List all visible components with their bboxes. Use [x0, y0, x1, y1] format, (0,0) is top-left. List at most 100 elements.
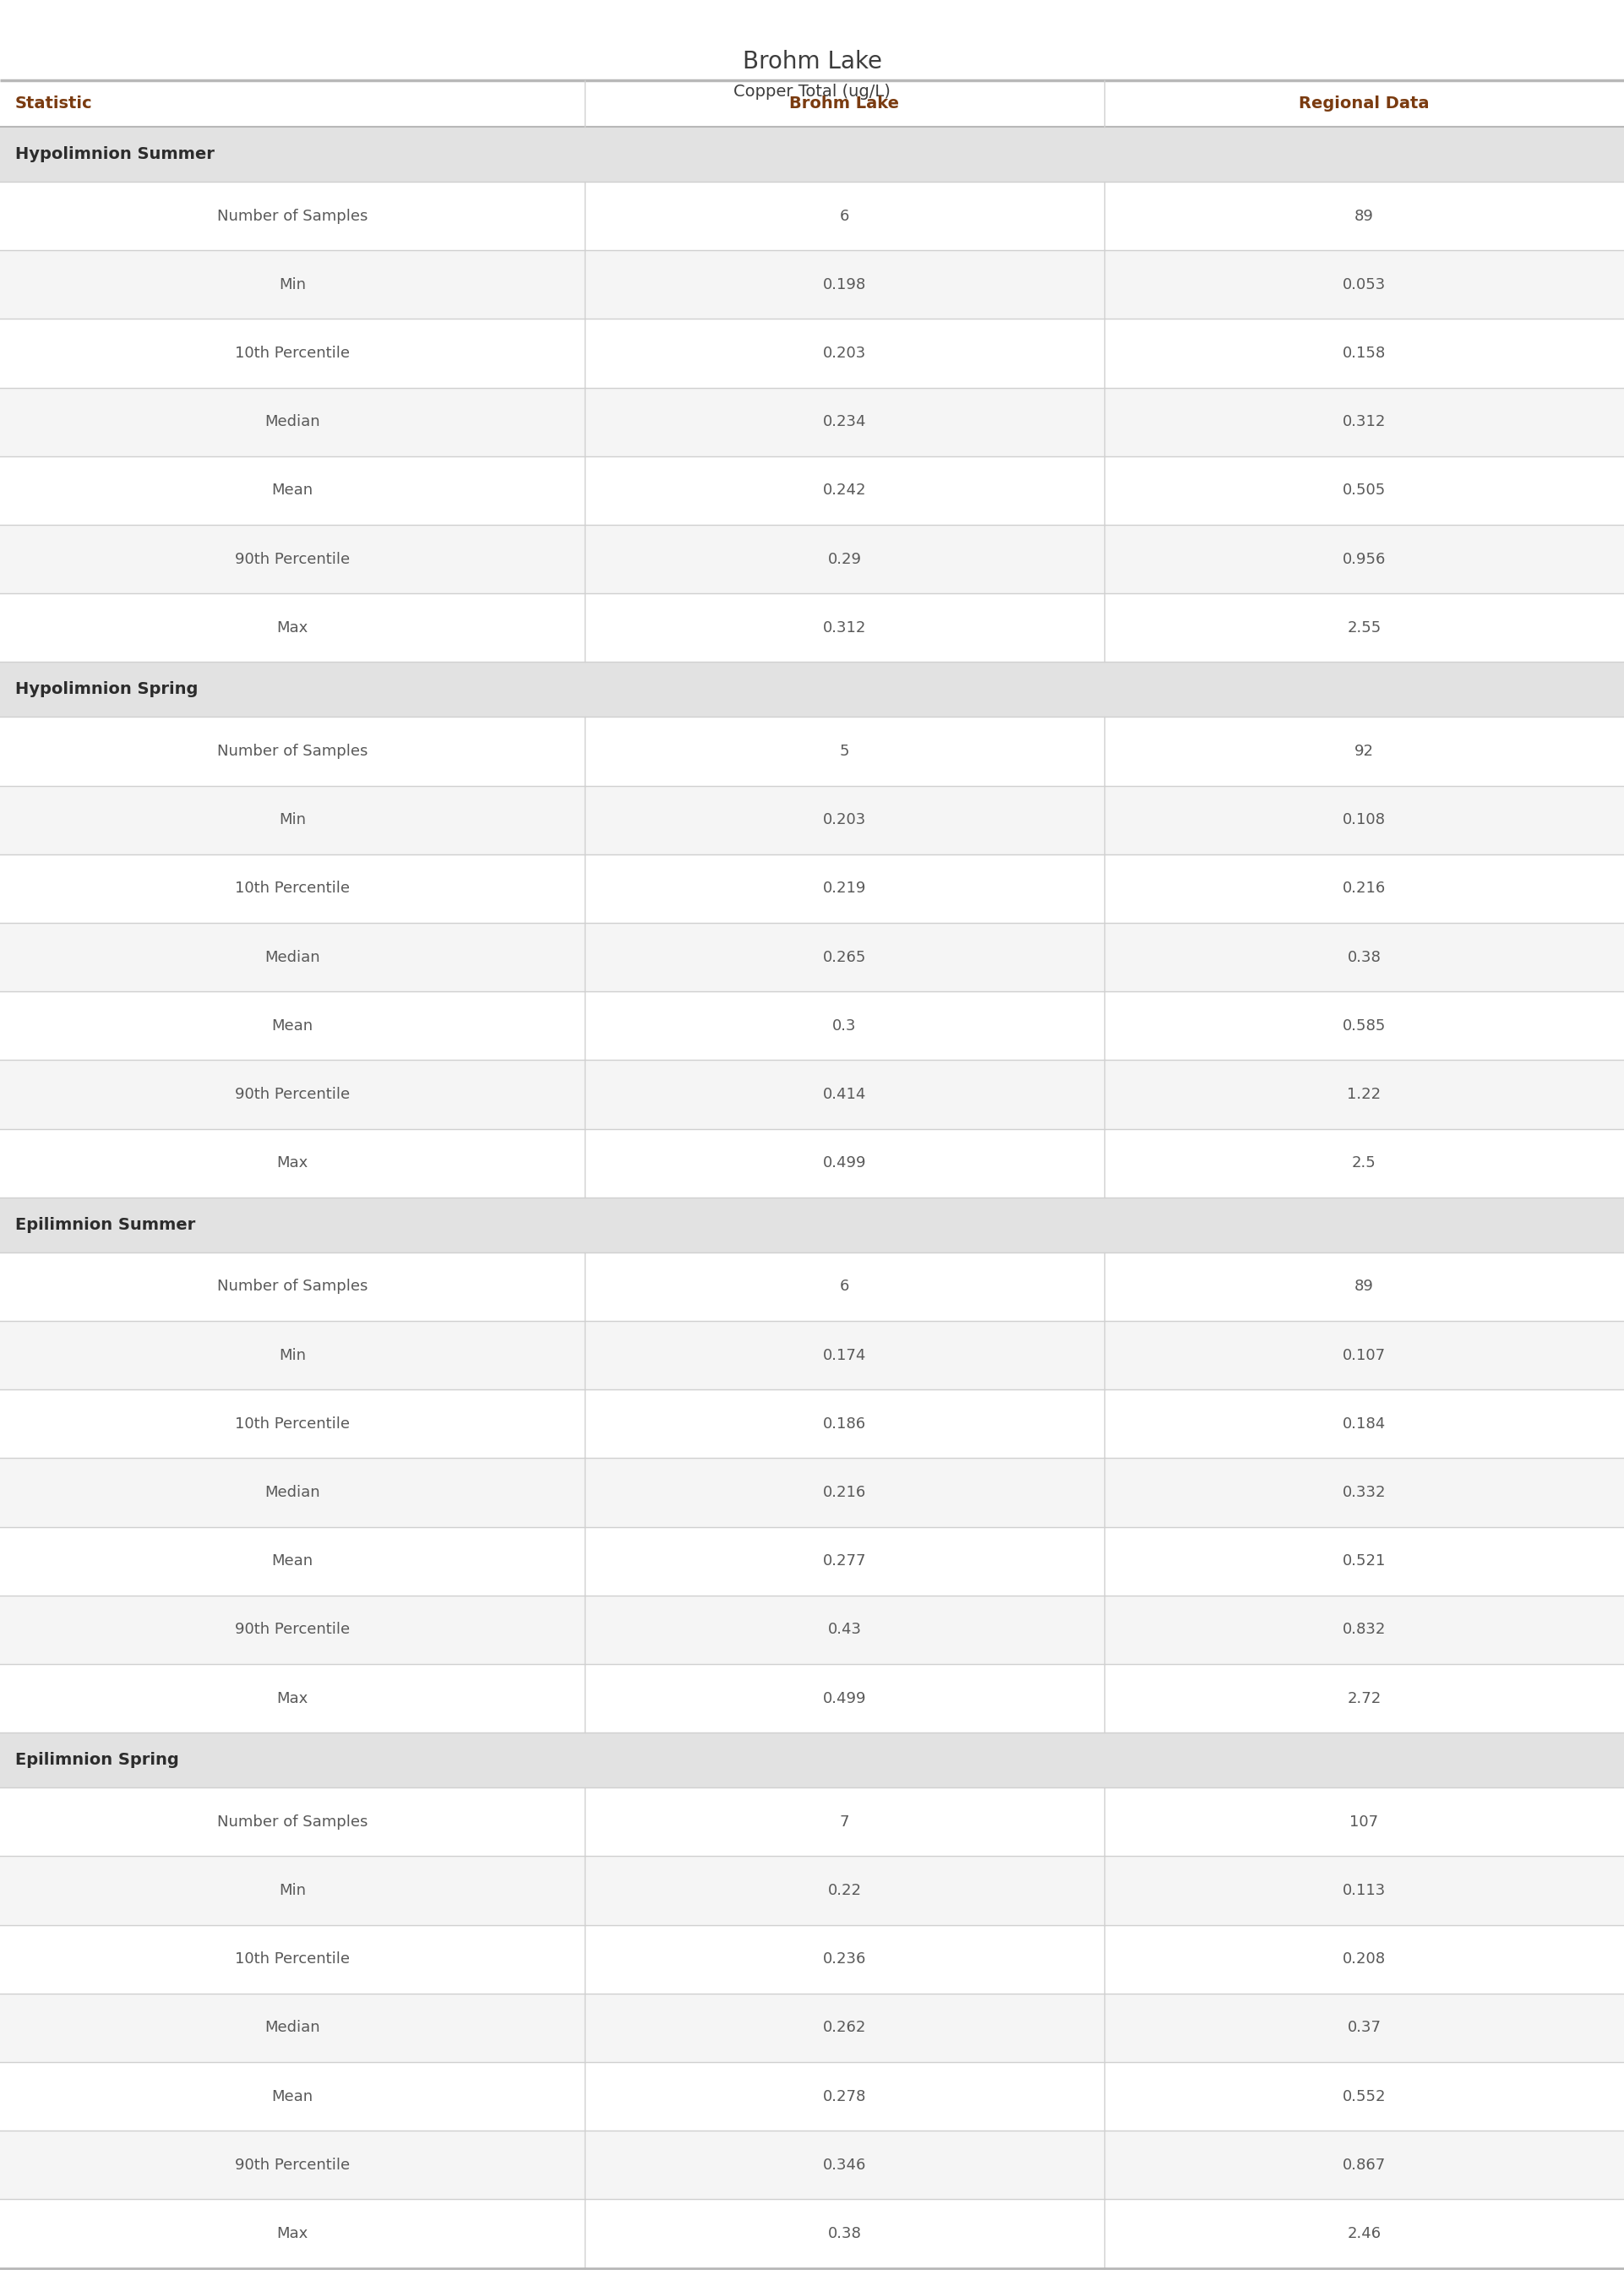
Bar: [0, 250, 1624, 320]
Text: 5: 5: [840, 745, 849, 758]
Bar: [0, 388, 1624, 456]
Text: 0.956: 0.956: [1343, 552, 1385, 568]
Text: 10th Percentile: 10th Percentile: [235, 1416, 349, 1432]
Text: 0.186: 0.186: [823, 1416, 866, 1432]
Text: Max: Max: [276, 1691, 309, 1705]
Text: Mean: Mean: [271, 1019, 313, 1033]
Bar: [0, 663, 1624, 717]
Text: Statistic: Statistic: [15, 95, 93, 111]
Text: Epilimnion Summer: Epilimnion Summer: [15, 1217, 195, 1233]
Text: 10th Percentile: 10th Percentile: [235, 881, 349, 897]
Text: Regional Data: Regional Data: [1299, 95, 1429, 111]
Text: Number of Samples: Number of Samples: [218, 209, 367, 225]
Text: 0.265: 0.265: [823, 949, 866, 965]
Bar: [0, 524, 1624, 592]
Bar: [0, 1321, 1624, 1389]
Text: 0.43: 0.43: [828, 1623, 861, 1637]
Text: 89: 89: [1354, 1278, 1374, 1294]
Text: 92: 92: [1354, 745, 1374, 758]
Text: Number of Samples: Number of Samples: [218, 745, 367, 758]
Text: 0.499: 0.499: [823, 1691, 866, 1705]
Text: 0.312: 0.312: [823, 620, 866, 636]
Text: Number of Samples: Number of Samples: [218, 1814, 367, 1830]
Text: 6: 6: [840, 209, 849, 225]
Text: Mean: Mean: [271, 484, 313, 497]
Text: 0.234: 0.234: [823, 413, 866, 429]
Text: 0.242: 0.242: [823, 484, 866, 497]
Text: 0.414: 0.414: [823, 1087, 866, 1101]
Text: 0.505: 0.505: [1343, 484, 1385, 497]
Text: 0.184: 0.184: [1343, 1416, 1385, 1432]
Text: 0.346: 0.346: [823, 2156, 866, 2172]
Text: 90th Percentile: 90th Percentile: [235, 1623, 349, 1637]
Text: Min: Min: [279, 1348, 305, 1362]
Text: 0.108: 0.108: [1343, 813, 1385, 829]
Text: 0.38: 0.38: [828, 2227, 861, 2240]
Text: 2.5: 2.5: [1353, 1155, 1376, 1171]
Bar: [0, 924, 1624, 992]
Text: 0.3: 0.3: [833, 1019, 856, 1033]
Text: Brohm Lake: Brohm Lake: [789, 95, 900, 111]
Text: Epilimnion Spring: Epilimnion Spring: [15, 1752, 179, 1768]
Text: Hypolimnion Spring: Hypolimnion Spring: [15, 681, 198, 697]
Bar: [0, 1596, 1624, 1664]
Text: Brohm Lake: Brohm Lake: [742, 50, 882, 73]
Text: 10th Percentile: 10th Percentile: [235, 345, 349, 361]
Text: 0.219: 0.219: [823, 881, 866, 897]
Text: 0.107: 0.107: [1343, 1348, 1385, 1362]
Text: 0.216: 0.216: [1343, 881, 1385, 897]
Text: 0.113: 0.113: [1343, 1882, 1385, 1898]
Text: 90th Percentile: 90th Percentile: [235, 1087, 349, 1101]
Text: Mean: Mean: [271, 1553, 313, 1569]
Text: 10th Percentile: 10th Percentile: [235, 1952, 349, 1966]
Bar: [0, 1060, 1624, 1128]
Text: 0.521: 0.521: [1343, 1553, 1385, 1569]
Text: 0.262: 0.262: [823, 2020, 866, 2036]
Text: Median: Median: [265, 1485, 320, 1500]
Text: 90th Percentile: 90th Percentile: [235, 552, 349, 568]
Text: 107: 107: [1350, 1814, 1379, 1830]
Text: 0.37: 0.37: [1348, 2020, 1380, 2036]
Text: 7: 7: [840, 1814, 849, 1830]
Text: Median: Median: [265, 413, 320, 429]
Bar: [0, 1732, 1624, 1786]
Text: Max: Max: [276, 1155, 309, 1171]
Text: Mean: Mean: [271, 2088, 313, 2104]
Bar: [0, 2132, 1624, 2200]
Text: Max: Max: [276, 620, 309, 636]
Text: 2.46: 2.46: [1348, 2227, 1380, 2240]
Text: 0.29: 0.29: [828, 552, 861, 568]
Text: Min: Min: [279, 1882, 305, 1898]
Bar: [0, 1993, 1624, 2061]
Text: Median: Median: [265, 949, 320, 965]
Bar: [0, 1196, 1624, 1253]
Bar: [0, 785, 1624, 854]
Text: 0.203: 0.203: [823, 813, 866, 829]
Text: 0.22: 0.22: [828, 1882, 861, 1898]
Text: 0.552: 0.552: [1343, 2088, 1385, 2104]
Text: 1.22: 1.22: [1348, 1087, 1380, 1101]
Text: 0.174: 0.174: [823, 1348, 866, 1362]
Bar: [0, 1857, 1624, 1925]
Text: Copper Total (ug/L): Copper Total (ug/L): [734, 84, 890, 100]
Text: Hypolimnion Summer: Hypolimnion Summer: [15, 145, 214, 161]
Text: 6: 6: [840, 1278, 849, 1294]
Text: 0.208: 0.208: [1343, 1952, 1385, 1966]
Text: 0.312: 0.312: [1343, 413, 1385, 429]
Text: 0.198: 0.198: [823, 277, 866, 293]
Text: 2.55: 2.55: [1348, 620, 1380, 636]
Text: 2.72: 2.72: [1348, 1691, 1380, 1705]
Text: 0.158: 0.158: [1343, 345, 1385, 361]
Text: 0.216: 0.216: [823, 1485, 866, 1500]
Text: 0.236: 0.236: [823, 1952, 866, 1966]
Text: 89: 89: [1354, 209, 1374, 225]
Text: 0.867: 0.867: [1343, 2156, 1385, 2172]
Text: 0.832: 0.832: [1343, 1623, 1385, 1637]
Text: 0.585: 0.585: [1343, 1019, 1385, 1033]
Text: 0.332: 0.332: [1343, 1485, 1385, 1500]
Bar: [0, 1457, 1624, 1528]
Text: Min: Min: [279, 813, 305, 829]
Text: 0.053: 0.053: [1343, 277, 1385, 293]
Text: 0.278: 0.278: [823, 2088, 866, 2104]
Text: Median: Median: [265, 2020, 320, 2036]
